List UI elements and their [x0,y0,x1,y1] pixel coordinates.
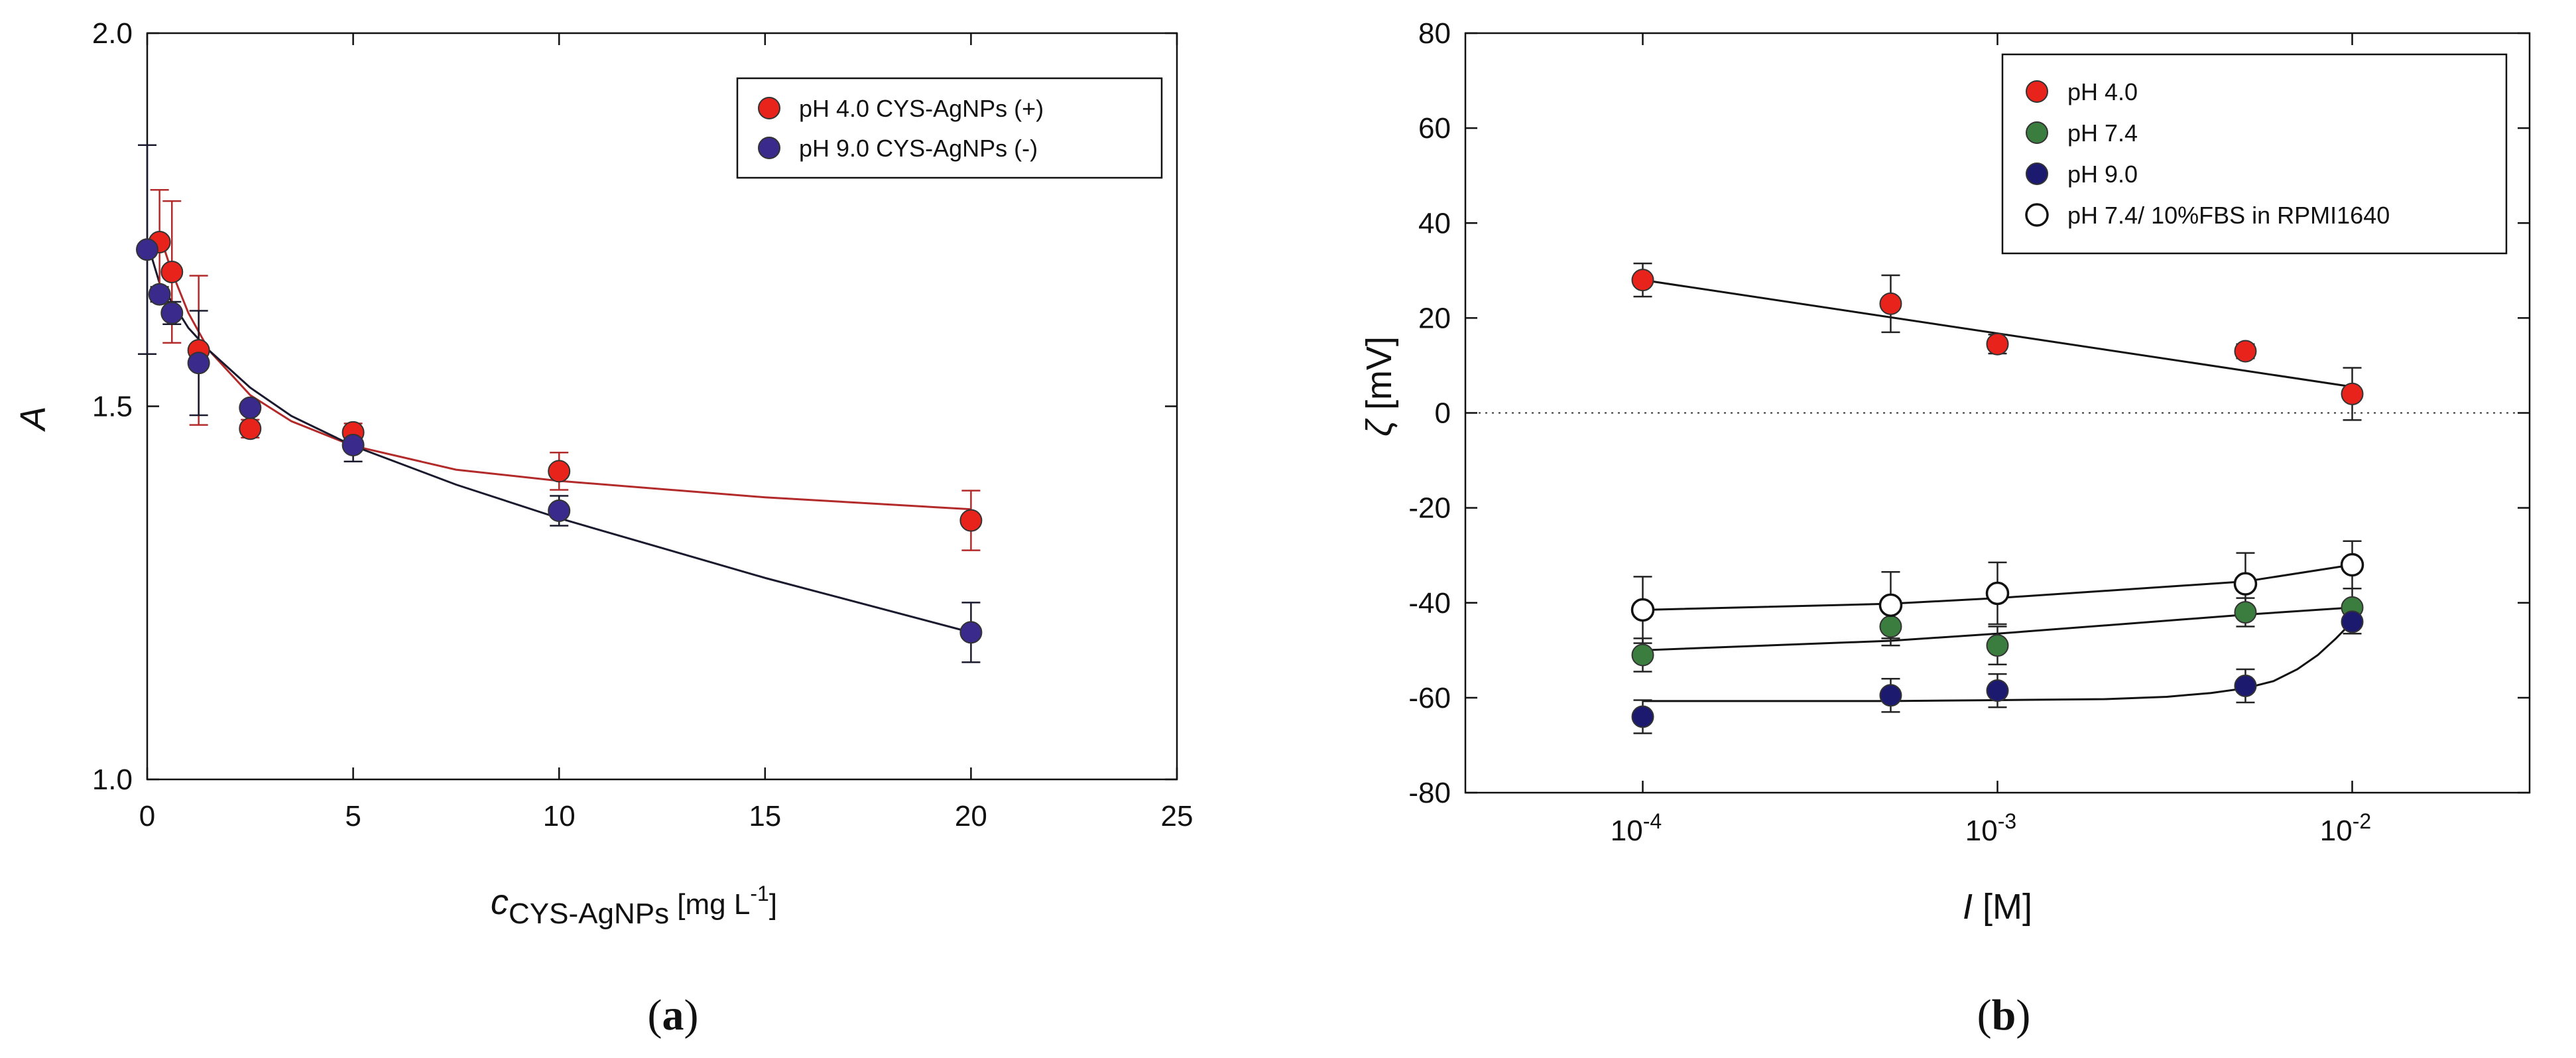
legend-label: pH 4.0 [2067,78,2138,105]
data-point [160,301,184,324]
data-point [239,417,262,440]
x-tick-label: 10-2 [2320,809,2371,847]
data-point [341,434,365,456]
legend-marker [2026,80,2048,103]
y-tick-label: 60 [1418,112,1451,145]
y-tick-label: 80 [1418,17,1451,50]
panel-a: 0 5 10 15 20 251.01.52.0pH 4.0 CYS-AgNPs (+)p… [13,17,1193,1039]
data-point [1879,615,1902,638]
x-axis-label: I [M] [1963,887,2032,927]
y-axis-label: ζ [mV] [1359,336,1399,436]
legend-box [2001,53,2508,255]
data-point [1878,593,1903,618]
data-point [1631,643,1654,667]
legend: pH 4.0 pH 7.4 pH 9.0 pH 7.4/ 10%FBS in RPMI… [2001,53,2508,255]
data-point [2340,553,2364,577]
legend-box [736,77,1163,179]
fit-curve [146,241,971,633]
legend-marker [758,97,780,119]
y-axis-label: A [13,406,53,432]
x-tick-label: 0 [139,800,155,832]
x-tick-label: 10-3 [1965,809,2016,847]
legend-marker [2026,121,2048,144]
data-point [1986,634,2009,657]
legend-marker [2026,163,2048,185]
data-point [1985,581,2010,606]
legend-label: pH 7.4/ 10%FBS in RPMI1640 [2067,202,2390,229]
data-point [959,509,983,532]
y-tick-label: -40 [1408,587,1451,620]
legend-label: pH 4.0 CYS-AgNPs (+) [799,95,1044,122]
data-point [548,460,571,483]
data-point [239,396,262,419]
x-axis-label: cCYS-AgNPs [mg L-1] [491,882,777,930]
data-point [136,238,158,261]
y-tick-label: 40 [1418,207,1451,239]
y-tick-label: 1.5 [92,391,133,423]
y-tick-label: -20 [1408,492,1451,525]
data-point [2341,382,2364,405]
y-tick-label: 20 [1418,302,1451,334]
data-point [187,352,210,375]
data-point [1879,292,1902,315]
data-point [160,261,184,283]
y-tick-label: -80 [1408,777,1451,809]
data-point [148,283,171,306]
data-point [1986,679,2009,702]
y-tick-label: 1.0 [92,763,133,796]
x-tick-label: 10-4 [1611,809,1662,847]
x-tick-label: 25 [1161,800,1194,832]
legend-marker [2025,203,2049,227]
data-point [548,499,571,522]
y-tick-label: 0 [1435,397,1451,430]
data-point [1986,332,2009,356]
panel-label-b: (b) [1977,991,2031,1039]
y-tick-label: -60 [1408,682,1451,714]
x-tick-label: 20 [955,800,987,832]
data-point [1631,705,1654,728]
data-point [2234,340,2257,363]
legend-label: pH 7.4 [2067,119,2138,147]
y-tick-label: 2.0 [92,17,133,50]
legend-label: pH 9.0 [2067,161,2138,188]
x-tick-label: 10 [543,800,576,832]
data-point [1631,269,1654,292]
x-tick-label: 15 [749,800,781,832]
data-point [2234,601,2257,624]
data-point [1630,598,1655,622]
fit-curve [1642,621,2353,702]
legend: pH 4.0 CYS-AgNPs (+) pH 9.0 CYS-AgNPs (-) [736,77,1163,179]
legend-marker [758,137,780,159]
data-point [2234,674,2257,697]
data-point [959,621,983,644]
data-point [1879,684,1902,707]
data-point [2233,572,2258,596]
panel-label-a: (a) [648,991,699,1039]
x-tick-label: 5 [345,800,361,832]
fit-curve [158,234,971,511]
data-point [2341,610,2364,633]
legend-label: pH 9.0 CYS-AgNPs (-) [799,135,1038,162]
